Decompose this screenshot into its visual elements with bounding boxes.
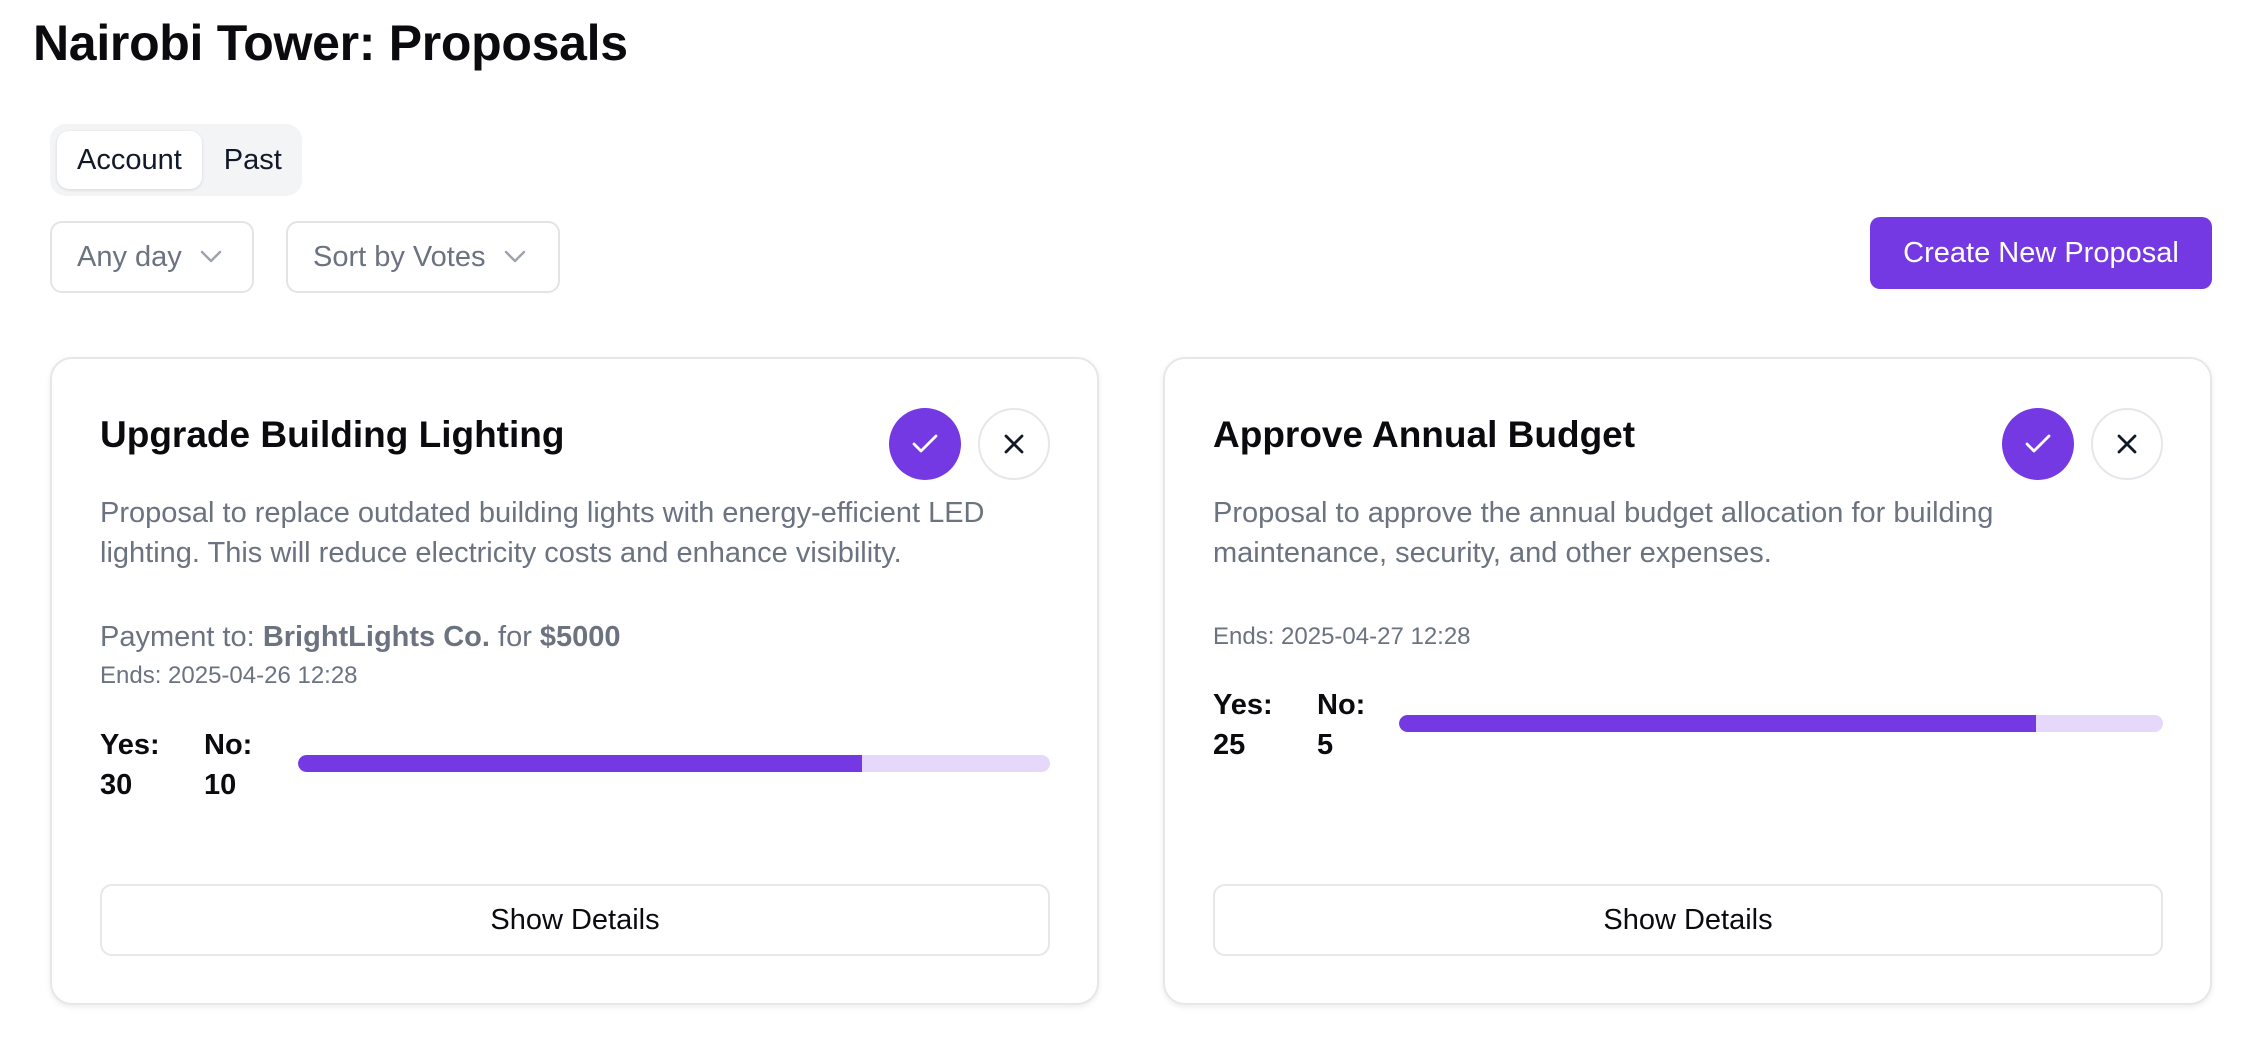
no-tally: No: 10 <box>204 725 284 805</box>
sort-value: Sort by Votes <box>313 240 486 273</box>
sort-select[interactable]: Sort by Votes <box>286 221 560 293</box>
check-icon <box>912 434 938 453</box>
day-filter-select[interactable]: Any day <box>50 221 254 293</box>
payment-info: Payment to: BrightLights Co. for $5000 <box>100 621 621 654</box>
vote-progress-fill <box>1399 715 2036 732</box>
proposal-title: Approve Annual Budget <box>1213 414 1636 455</box>
proposal-card: Approve Annual Budget Proposal to approv… <box>1163 357 2212 1005</box>
yes-label: Yes: <box>100 729 160 761</box>
vote-yes-button[interactable] <box>889 408 961 480</box>
no-label: No: <box>204 729 253 761</box>
payment-amount: $5000 <box>539 621 621 653</box>
tab-group: Account Past <box>50 124 302 196</box>
vote-progress-fill <box>298 755 862 772</box>
page-title: Nairobi Tower: Proposals <box>33 15 628 71</box>
close-icon <box>2117 434 2137 454</box>
tab-account[interactable]: Account <box>57 131 202 189</box>
no-count: 5 <box>1317 729 1334 761</box>
check-icon <box>2025 434 2051 453</box>
yes-count: 25 <box>1213 729 1246 761</box>
payee-name: BrightLights Co. <box>262 621 490 653</box>
yes-tally: Yes: 30 <box>100 725 180 805</box>
proposal-description: Proposal to replace outdated building li… <box>100 497 985 569</box>
chevron-down-icon <box>200 250 221 263</box>
show-details-button[interactable]: Show Details <box>100 884 1050 956</box>
proposal-end-date: Ends: 2025-04-27 12:28 <box>1213 623 1471 650</box>
no-label: No: <box>1317 689 1366 721</box>
show-details-button[interactable]: Show Details <box>1213 884 2163 956</box>
yes-count: 30 <box>100 769 133 801</box>
vote-no-button[interactable] <box>978 408 1050 480</box>
no-tally: No: 5 <box>1317 685 1397 765</box>
payment-prefix: Payment to: <box>100 621 263 653</box>
no-count: 10 <box>204 769 237 801</box>
payment-mid: for <box>489 621 540 653</box>
vote-progress-bar <box>1399 715 2163 732</box>
proposal-title: Upgrade Building Lighting <box>100 414 565 455</box>
yes-tally: Yes: 25 <box>1213 685 1293 765</box>
proposal-description: Proposal to approve the annual budget al… <box>1213 497 1994 569</box>
chevron-down-icon <box>504 250 525 263</box>
vote-yes-button[interactable] <box>2002 408 2074 480</box>
vote-no-button[interactable] <box>2091 408 2163 480</box>
proposal-end-date: Ends: 2025-04-26 12:28 <box>100 662 358 689</box>
close-icon <box>1004 434 1024 454</box>
create-proposal-button[interactable]: Create New Proposal <box>1870 217 2212 289</box>
tab-past[interactable]: Past <box>223 143 282 176</box>
vote-progress-bar <box>298 755 1050 772</box>
yes-label: Yes: <box>1213 689 1273 721</box>
day-filter-value: Any day <box>77 240 182 273</box>
proposal-card: Upgrade Building Lighting Proposal to re… <box>50 357 1099 1005</box>
